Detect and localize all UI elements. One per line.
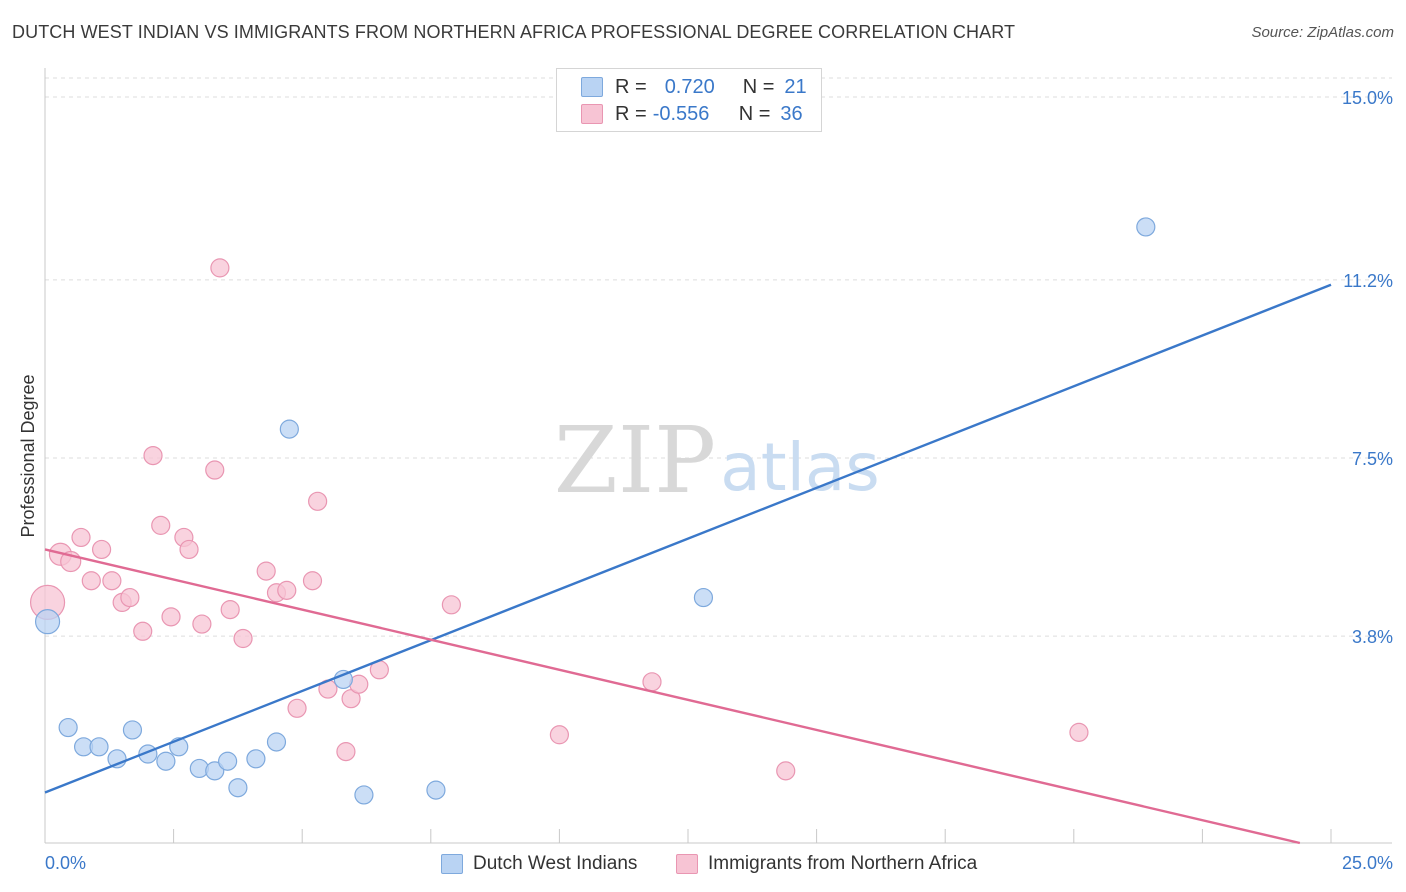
legend-swatch-blue — [581, 77, 603, 97]
point-dutch-west-indians — [156, 751, 176, 771]
point-dutch-west-indians — [279, 419, 299, 439]
point-immigrants-northern-africa — [133, 621, 153, 641]
legend-n-label: N = — [742, 75, 775, 98]
point-immigrants-northern-africa — [210, 258, 230, 278]
point-dutch-west-indians — [228, 778, 248, 798]
point-immigrants-northern-africa — [179, 539, 199, 560]
y-tick-label: 15.0% — [1342, 88, 1393, 108]
x-tick-label-min: 0.0% — [45, 853, 86, 873]
legend: R = 0.720 N = 21 R = -0.556 N = 36 — [556, 68, 822, 132]
trend-line-immigrants-northern-africa — [44, 548, 1301, 845]
point-immigrants-northern-africa — [256, 561, 276, 581]
point-dutch-west-indians — [34, 609, 61, 635]
point-immigrants-northern-africa — [81, 571, 101, 591]
point-immigrants-northern-africa — [220, 600, 240, 620]
point-immigrants-northern-africa — [308, 491, 328, 511]
chart-title: DUTCH WEST INDIAN VS IMMIGRANTS FROM NOR… — [12, 22, 1016, 42]
point-dutch-west-indians — [89, 737, 109, 757]
point-immigrants-northern-africa — [71, 527, 91, 548]
bottom-legend-dutch-west-indians: Dutch West Indians — [441, 850, 637, 878]
point-dutch-west-indians — [122, 720, 143, 740]
legend-row-immigrants-northern-africa: R = -0.556 N = 36 — [581, 101, 803, 127]
bottom-legend-swatch-blue — [441, 854, 463, 874]
legend-r-value: -0.556 — [652, 102, 710, 125]
trend-lines — [44, 283, 1332, 845]
point-dutch-west-indians — [693, 587, 714, 608]
legend-r-label: R = — [615, 102, 647, 125]
point-immigrants-northern-africa — [336, 742, 356, 762]
point-immigrants-northern-africa — [91, 539, 112, 560]
gridlines — [45, 77, 1392, 637]
legend-n-value: 21 — [784, 75, 807, 98]
watermark: ZIP atlas — [554, 407, 880, 514]
x-tick-label-max: 25.0% — [1342, 853, 1393, 873]
point-dutch-west-indians — [218, 751, 238, 771]
chart-source: Source: ZipAtlas.com — [1251, 24, 1394, 41]
legend-swatch-pink — [581, 104, 603, 124]
bottom-legend-swatch-pink — [676, 854, 698, 874]
point-immigrants-northern-africa — [1069, 722, 1089, 742]
legend-n-label: N = — [738, 102, 771, 125]
y-tick-label: 11.2% — [1343, 271, 1393, 291]
point-immigrants-northern-africa — [102, 571, 122, 591]
y-tick-label: 3.8% — [1352, 627, 1393, 647]
point-immigrants-northern-africa — [192, 614, 212, 634]
point-immigrants-northern-africa — [120, 587, 140, 608]
watermark-zip: ZIP — [554, 407, 716, 514]
point-immigrants-northern-africa — [277, 580, 297, 600]
point-dutch-west-indians — [266, 732, 287, 752]
point-immigrants-northern-africa — [233, 628, 253, 649]
point-dutch-west-indians — [205, 761, 225, 781]
point-dutch-west-indians — [1136, 217, 1156, 237]
legend-r-label: R = — [615, 75, 647, 98]
point-dutch-west-indians — [354, 785, 374, 805]
bottom-legend-label: Dutch West Indians — [473, 853, 638, 874]
legend-n-value: 36 — [780, 102, 803, 125]
point-immigrants-northern-africa — [549, 725, 570, 745]
point-immigrants-northern-africa — [642, 672, 662, 692]
bottom-legend-label: Immigrants from Northern Africa — [708, 853, 978, 874]
y-tick-label: 7.5% — [1352, 449, 1393, 469]
point-immigrants-northern-africa — [143, 445, 163, 466]
trend-line-dutch-west-indians — [44, 283, 1332, 794]
point-dutch-west-indians — [58, 717, 78, 738]
tick-labels: 3.8% 7.5% 11.2% 15.0% 0.0% 25.0% — [45, 88, 1393, 873]
point-immigrants-northern-africa — [441, 595, 461, 615]
point-immigrants-northern-africa — [302, 571, 323, 591]
point-dutch-west-indians — [426, 780, 446, 800]
point-immigrants-northern-africa — [287, 698, 307, 718]
point-immigrants-northern-africa — [205, 460, 225, 480]
y-axis-label: Professional Degree — [18, 374, 38, 537]
point-dutch-west-indians — [246, 749, 266, 769]
bottom-legend-immigrants-northern-africa: Immigrants from Northern Africa — [676, 850, 977, 878]
point-immigrants-northern-africa — [151, 515, 171, 535]
axes — [44, 68, 1392, 844]
point-immigrants-northern-africa — [161, 607, 181, 627]
legend-row-dutch-west-indians: R = 0.720 N = 21 — [581, 74, 807, 100]
point-immigrants-northern-africa — [776, 761, 796, 781]
legend-r-value: 0.720 — [664, 75, 715, 98]
series-dutch-west-indians — [34, 217, 1156, 805]
series-immigrants-northern-africa — [29, 258, 1089, 781]
